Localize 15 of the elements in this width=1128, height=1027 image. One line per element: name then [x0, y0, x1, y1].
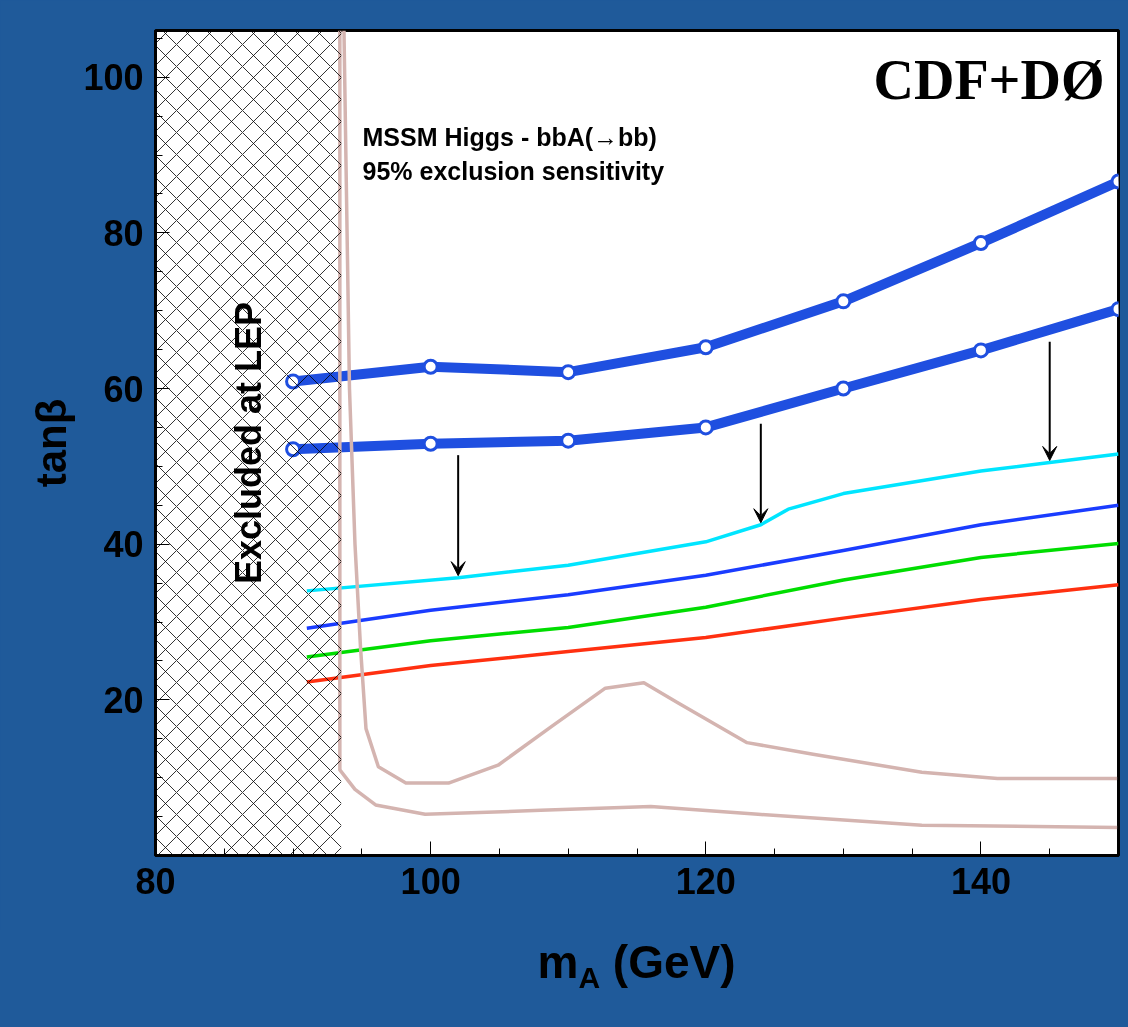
y-axis-title: tanβ	[28, 398, 76, 488]
y-tick-label: 20	[103, 679, 144, 721]
annotation: 95% exclusion sensitivity	[362, 156, 665, 185]
x-tick-label: 140	[950, 860, 1011, 902]
x-tick-label: 120	[675, 860, 736, 902]
annotation: CDF+DØ	[873, 48, 1105, 111]
y-tick-label: 60	[103, 368, 144, 410]
y-tick-label: 40	[103, 524, 144, 566]
annotation: MSSM Higgs - bbA(→bb)	[362, 122, 657, 151]
y-tick-label: 80	[103, 212, 144, 254]
band-label: Excluded at LEP	[227, 301, 269, 585]
x-tick-label: 100	[400, 860, 461, 902]
x-tick-label: 80	[135, 860, 176, 902]
x-axis-title: m$_{A}$ (GeV)	[536, 935, 737, 997]
y-tick-label: 100	[83, 57, 144, 99]
